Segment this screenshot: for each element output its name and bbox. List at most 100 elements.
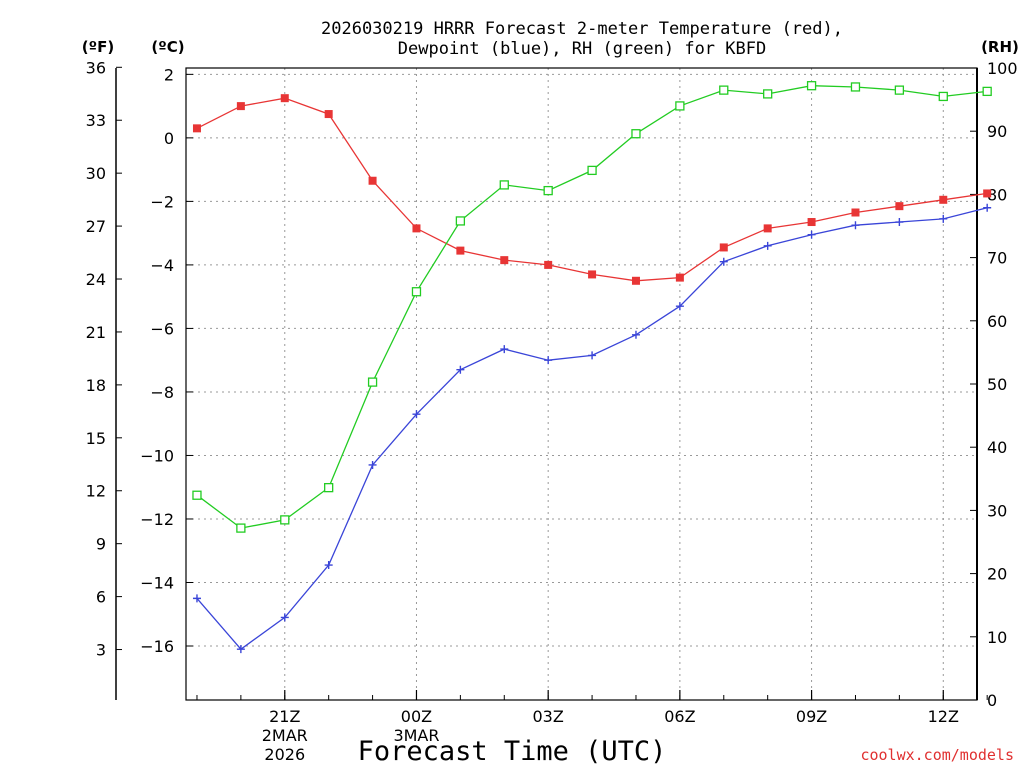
x-tick-label: 06Z [664, 707, 695, 726]
temperature-point [368, 176, 377, 185]
x-tick-label: 12Z [928, 707, 959, 726]
grid-lines [186, 68, 977, 700]
x-tick-label: 3MAR [393, 726, 439, 745]
axes: 369121518212427303336−16−14−12−10−8−6−4−… [86, 58, 1018, 764]
chart-title-line2: Dewpoint (blue), RH (green) for KBFD [398, 39, 766, 59]
temperature-point [939, 195, 948, 204]
fahrenheit-tick-label: 36 [86, 58, 106, 77]
temperature-point [192, 124, 201, 133]
celsius-tick-label: −12 [140, 510, 174, 529]
rh-point [806, 81, 817, 91]
celsius-tick-label: −14 [140, 573, 174, 592]
rh-point [455, 216, 466, 226]
rh-point [894, 85, 905, 95]
dewpoint-point [544, 356, 553, 365]
dewpoint-point [500, 345, 509, 354]
rh-point [236, 523, 246, 533]
rh-point [982, 86, 992, 97]
temperature-point [324, 110, 333, 119]
celsius-tick-label: 2 [164, 65, 174, 84]
x-tick-label: 09Z [796, 707, 827, 726]
celsius-tick-label: −6 [150, 319, 174, 338]
dewpoint-point [456, 365, 465, 374]
temperature-point [895, 202, 904, 211]
rh-point [631, 129, 641, 139]
dewpoint-point [763, 241, 772, 250]
rh-tick-label: 100 [987, 59, 1018, 78]
fahrenheit-tick-label: 9 [96, 535, 106, 554]
rh-tick-label: 70 [987, 249, 1007, 268]
x-tick-label: 03Z [533, 707, 564, 726]
temperature-point [280, 94, 289, 103]
rh-point [763, 89, 773, 99]
celsius-tick-label: −16 [140, 637, 174, 656]
fahrenheit-tick-label: 30 [86, 164, 106, 183]
rh-point [367, 377, 378, 387]
fahrenheit-tick-label: 33 [86, 111, 106, 130]
credit-text: coolwx.com/models [860, 746, 1014, 764]
dewpoint-point [192, 594, 201, 603]
dewpoint-point [368, 460, 377, 469]
temperature-point [675, 273, 684, 282]
fahrenheit-tick-label: 15 [86, 429, 106, 448]
dewpoint-point [280, 613, 289, 622]
fahrenheit-unit-label: (ºF) [82, 38, 114, 56]
rh-tick-label: 60 [987, 312, 1007, 331]
rh-tick-label: 40 [987, 438, 1007, 457]
dewpoint-point [588, 351, 597, 360]
rh-tick-label: 10 [987, 628, 1007, 647]
fahrenheit-tick-label: 12 [86, 482, 106, 501]
dewpoint-point [719, 257, 728, 266]
rh-tick-label: 90 [987, 122, 1007, 141]
dewpoint-point [412, 410, 421, 419]
celsius-tick-label: −8 [150, 383, 174, 402]
x-tick-label: 2MAR [262, 726, 308, 745]
temperature-point [456, 246, 465, 255]
temperature-point [544, 260, 553, 269]
dewpoint-point [895, 218, 904, 227]
rh-point [719, 85, 729, 95]
temperature-point [631, 276, 640, 285]
fahrenheit-tick-label: 18 [86, 376, 106, 395]
rh-point [938, 91, 948, 102]
celsius-tick-label: −2 [150, 192, 174, 211]
rh-point [499, 180, 509, 190]
rh-unit-label: (RH) [981, 38, 1019, 56]
rh-tick-label: 30 [987, 501, 1007, 520]
rh-point [324, 482, 334, 493]
celsius-tick-label: −10 [140, 446, 174, 465]
temperature-point [983, 189, 992, 198]
fahrenheit-tick-label: 6 [96, 588, 106, 607]
fahrenheit-tick-label: 3 [96, 641, 106, 660]
temperature-point [412, 224, 421, 233]
celsius-tick-label: −4 [150, 256, 174, 275]
temperature-point [807, 218, 816, 227]
data-series [192, 81, 992, 654]
plot-frame [185, 67, 978, 701]
dewpoint-point [851, 221, 860, 230]
rh-tick-label: 20 [987, 565, 1007, 584]
rh-point [192, 490, 202, 500]
x-tick-label: 2026 [264, 745, 305, 764]
celsius-tick-label: 0 [164, 129, 174, 148]
rh-point [543, 185, 553, 196]
celsius-unit-label: (ºC) [151, 38, 184, 56]
dewpoint-point [236, 645, 245, 654]
temperature-point [851, 208, 860, 217]
fahrenheit-tick-label: 24 [86, 270, 106, 289]
series-line-rh [196, 85, 988, 529]
dewpoint-point [324, 561, 333, 570]
rh-point [411, 287, 422, 297]
rh-point [280, 515, 290, 525]
x-tick-label: 00Z [401, 707, 432, 726]
series-line-temperature [196, 97, 988, 282]
rh-point [850, 82, 861, 92]
rh-tick-label: 80 [987, 185, 1007, 204]
chart-title-line1: 2026030219 HRRR Forecast 2-meter Tempera… [321, 19, 843, 39]
fahrenheit-tick-label: 27 [86, 217, 106, 236]
rh-tick-label: 0 [987, 691, 997, 710]
temperature-point [588, 270, 597, 279]
dewpoint-point [631, 330, 640, 339]
rh-point [675, 101, 685, 111]
